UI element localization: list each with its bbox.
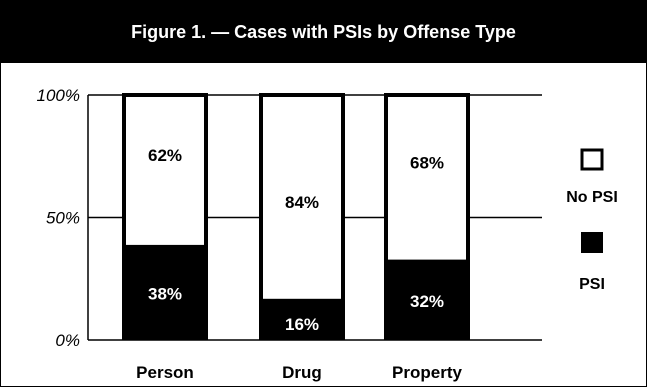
legend-swatch-psi [581, 232, 603, 253]
legend-label-no-psi: No PSI [566, 189, 618, 206]
data-label-psi-person: 38% [148, 284, 182, 303]
data-label-no-psi-person: 62% [148, 146, 182, 165]
x-category-label-drug: Drug [282, 363, 322, 382]
legend-swatch-no-psi [580, 148, 604, 171]
x-category-label-property: Property [392, 363, 462, 382]
bar-no-psi-person [122, 93, 208, 249]
x-category-label-person: Person [136, 363, 194, 382]
y-tick-label-100: 100% [37, 86, 80, 105]
data-label-psi-drug: 16% [285, 315, 319, 334]
data-label-no-psi-drug: 84% [285, 193, 319, 212]
y-tick-label-50: 50% [46, 209, 80, 228]
bar-psi-drug [259, 300, 345, 340]
data-label-no-psi-property: 68% [410, 153, 444, 172]
y-tick-label-0: 0% [55, 331, 80, 350]
bar-no-psi-drug [259, 93, 345, 303]
chart-title: Figure 1. — Cases with PSIs by Offense T… [1, 1, 646, 63]
data-label-psi-property: 32% [410, 292, 444, 311]
bar-psi-property [384, 261, 470, 340]
legend-label-psi: PSI [579, 276, 605, 293]
bar-no-psi-property [384, 93, 470, 264]
bar-psi-person [122, 246, 208, 340]
